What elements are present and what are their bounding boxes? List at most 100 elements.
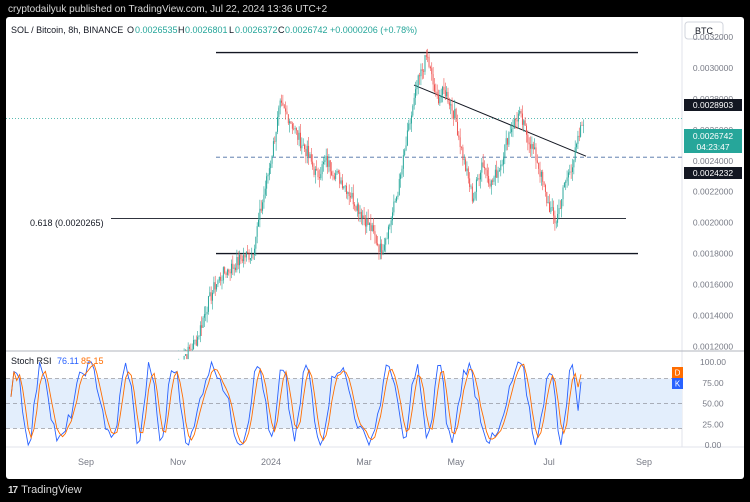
- chart-panel[interactable]: SOL / Bitcoin, 8h, BINANCE O 0.0026535 H…: [6, 17, 744, 479]
- close-label: C: [278, 25, 285, 35]
- candle-body: [381, 243, 383, 255]
- candle-body: [470, 186, 472, 188]
- candle-body: [428, 56, 430, 67]
- candle-body: [194, 339, 196, 341]
- candle-body: [535, 147, 537, 161]
- candle-body: [337, 170, 339, 173]
- stoch-d-value: 85.15: [81, 356, 104, 366]
- candle-body: [263, 194, 265, 203]
- candle-body: [347, 192, 349, 194]
- low-label: L: [229, 25, 234, 35]
- candle-body: [295, 128, 297, 131]
- price-tick-label: 0.0020000: [693, 218, 733, 228]
- candle-body: [239, 254, 241, 266]
- candle-body: [498, 170, 500, 171]
- candle-body: [205, 313, 207, 315]
- candle-body: [557, 213, 559, 223]
- candle-body: [507, 138, 509, 145]
- candle-body: [305, 149, 307, 157]
- candle-body: [190, 348, 192, 350]
- candle-body: [343, 186, 345, 189]
- candle-body: [452, 110, 454, 119]
- candle-body: [202, 317, 204, 328]
- price-tick-label: 0.0012000: [693, 341, 733, 351]
- candle-body: [363, 215, 365, 219]
- stoch-k-badge-text: K: [675, 380, 681, 389]
- candle-body: [486, 170, 488, 176]
- candle-body: [390, 220, 392, 225]
- candle-body: [493, 177, 495, 182]
- candle-body: [259, 208, 261, 220]
- candle-body: [304, 144, 306, 150]
- candle-body: [220, 276, 222, 281]
- candle-body: [378, 245, 380, 252]
- candle-body: [298, 132, 300, 140]
- candle-body: [350, 196, 352, 198]
- candle-body: [429, 66, 431, 69]
- candle-body: [558, 208, 560, 214]
- current-price-text: 0.0026742: [693, 131, 733, 141]
- time-tick-label: Sep: [78, 457, 94, 467]
- candle-body: [294, 128, 296, 130]
- time-tick-label: Nov: [170, 457, 187, 467]
- candle-body: [516, 120, 518, 122]
- candle-body: [484, 166, 486, 169]
- candle-body: [240, 254, 242, 260]
- candle-body: [443, 86, 445, 91]
- candle-body: [235, 267, 236, 271]
- candle-body: [488, 175, 490, 184]
- brand-name: TradingView: [21, 484, 82, 496]
- candle-body: [551, 207, 553, 208]
- candle-body: [199, 325, 201, 336]
- candle-body: [448, 102, 450, 106]
- candle-body: [306, 145, 308, 157]
- candle-body: [580, 125, 582, 137]
- open-value: 0.0026535: [135, 25, 178, 35]
- candle-body: [370, 223, 372, 232]
- candle-body: [216, 284, 218, 290]
- candle-body: [431, 68, 433, 75]
- currency-box[interactable]: BTC: [684, 21, 724, 40]
- candle-body: [494, 169, 496, 178]
- chart-canvas[interactable]: SOL / Bitcoin, 8h, BINANCE O 0.0026535 H…: [6, 17, 744, 479]
- rsi-tick-label: 75.00: [702, 378, 724, 388]
- candle-body: [438, 95, 439, 104]
- candle-body: [232, 263, 234, 269]
- candle-body: [454, 108, 456, 119]
- high-value: 0.0026801: [185, 25, 228, 35]
- candle-body: [260, 208, 262, 211]
- candle-body: [409, 123, 411, 125]
- candle-body: [369, 223, 370, 225]
- candle-body: [282, 102, 284, 106]
- time-tick-label: 2024: [261, 457, 281, 467]
- candle-body: [420, 69, 422, 77]
- tradingview-logo-icon: 17: [8, 484, 18, 496]
- candle-body: [293, 128, 295, 130]
- candle-body: [467, 168, 469, 179]
- candle-body: [290, 121, 292, 124]
- candle-body: [423, 70, 425, 72]
- candle-body: [475, 179, 477, 192]
- candle-body: [440, 95, 442, 98]
- candle-body: [371, 225, 373, 232]
- candle-body: [266, 176, 268, 189]
- candle-body: [531, 143, 533, 149]
- candle-body: [340, 180, 342, 184]
- candle-body: [386, 238, 388, 240]
- candle-body: [442, 86, 444, 96]
- candle-body: [225, 272, 227, 275]
- candle-body: [570, 171, 572, 173]
- candle-body: [382, 250, 384, 255]
- candle-body: [517, 113, 519, 122]
- candle-body: [574, 147, 576, 161]
- candle-body: [233, 267, 235, 269]
- candle-body: [221, 280, 223, 281]
- price-tick-label: 0.0022000: [693, 187, 733, 197]
- drawn-levels[interactable]: [6, 51, 682, 255]
- candle-body: [416, 87, 418, 90]
- candle-body: [281, 100, 283, 103]
- candle-body: [582, 124, 584, 126]
- candle-body: [341, 180, 343, 189]
- candle-body: [400, 174, 402, 179]
- candle-body: [275, 131, 277, 142]
